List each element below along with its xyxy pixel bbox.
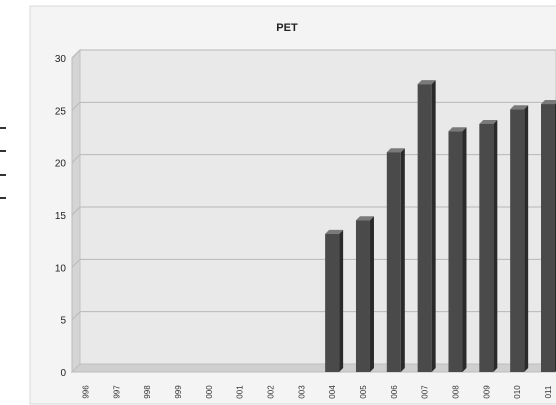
bar <box>541 104 555 372</box>
x-tick-label: 007 <box>421 385 430 399</box>
x-tick-label: 005 <box>359 385 368 399</box>
x-tick-label: 009 <box>482 385 491 399</box>
y-tick-label: 10 <box>55 263 67 274</box>
bar-side <box>524 105 529 372</box>
bar-side <box>400 148 405 372</box>
x-tick-label: 006 <box>390 385 399 399</box>
bar-side <box>369 216 374 372</box>
gridline-side <box>71 49 81 59</box>
bar-side <box>462 127 467 373</box>
x-tick-label: 003 <box>297 385 306 399</box>
x-tick-label: 997 <box>112 385 121 399</box>
bar-top <box>510 105 529 110</box>
y-tick-label: 25 <box>55 106 67 117</box>
x-tick-label: 999 <box>174 385 183 399</box>
x-tick-label: 004 <box>328 385 337 399</box>
bar <box>448 131 463 372</box>
bar <box>417 84 432 373</box>
bar <box>479 123 494 372</box>
x-tick-label: 001 <box>236 385 245 399</box>
bar <box>510 109 525 372</box>
bar-top <box>448 127 467 132</box>
gridline-side <box>71 206 81 216</box>
y-tick-label: 30 <box>55 54 67 65</box>
y-tick-label: 20 <box>55 159 67 170</box>
x-tick-label: 008 <box>451 385 460 399</box>
bar <box>325 233 340 372</box>
bar-top <box>417 80 436 85</box>
y-tick-label: 15 <box>55 211 67 222</box>
gridline-side <box>71 101 81 111</box>
x-tick-label: 002 <box>266 385 275 399</box>
chart-title: PET <box>276 22 298 34</box>
bar <box>386 152 401 372</box>
x-tick-label: 000 <box>205 385 214 399</box>
bar-top <box>541 100 556 105</box>
gridline-side <box>71 154 81 164</box>
y-tick-label: 0 <box>60 368 66 379</box>
x-tick-label: 011 <box>544 385 553 398</box>
y-tick-label: 5 <box>60 316 66 327</box>
bar-side <box>493 119 498 372</box>
x-tick-label: 010 <box>513 385 522 399</box>
gridline-side <box>71 258 81 268</box>
bar-side <box>339 229 344 372</box>
bar <box>355 220 370 372</box>
bar-side <box>431 80 436 373</box>
bar-top <box>325 229 344 234</box>
gridline-side <box>71 311 81 321</box>
bar-top <box>479 119 498 124</box>
x-tick-label: 998 <box>143 385 152 399</box>
bar-top <box>355 216 374 221</box>
bar-top <box>386 148 405 153</box>
x-tick-label: 996 <box>81 385 90 399</box>
